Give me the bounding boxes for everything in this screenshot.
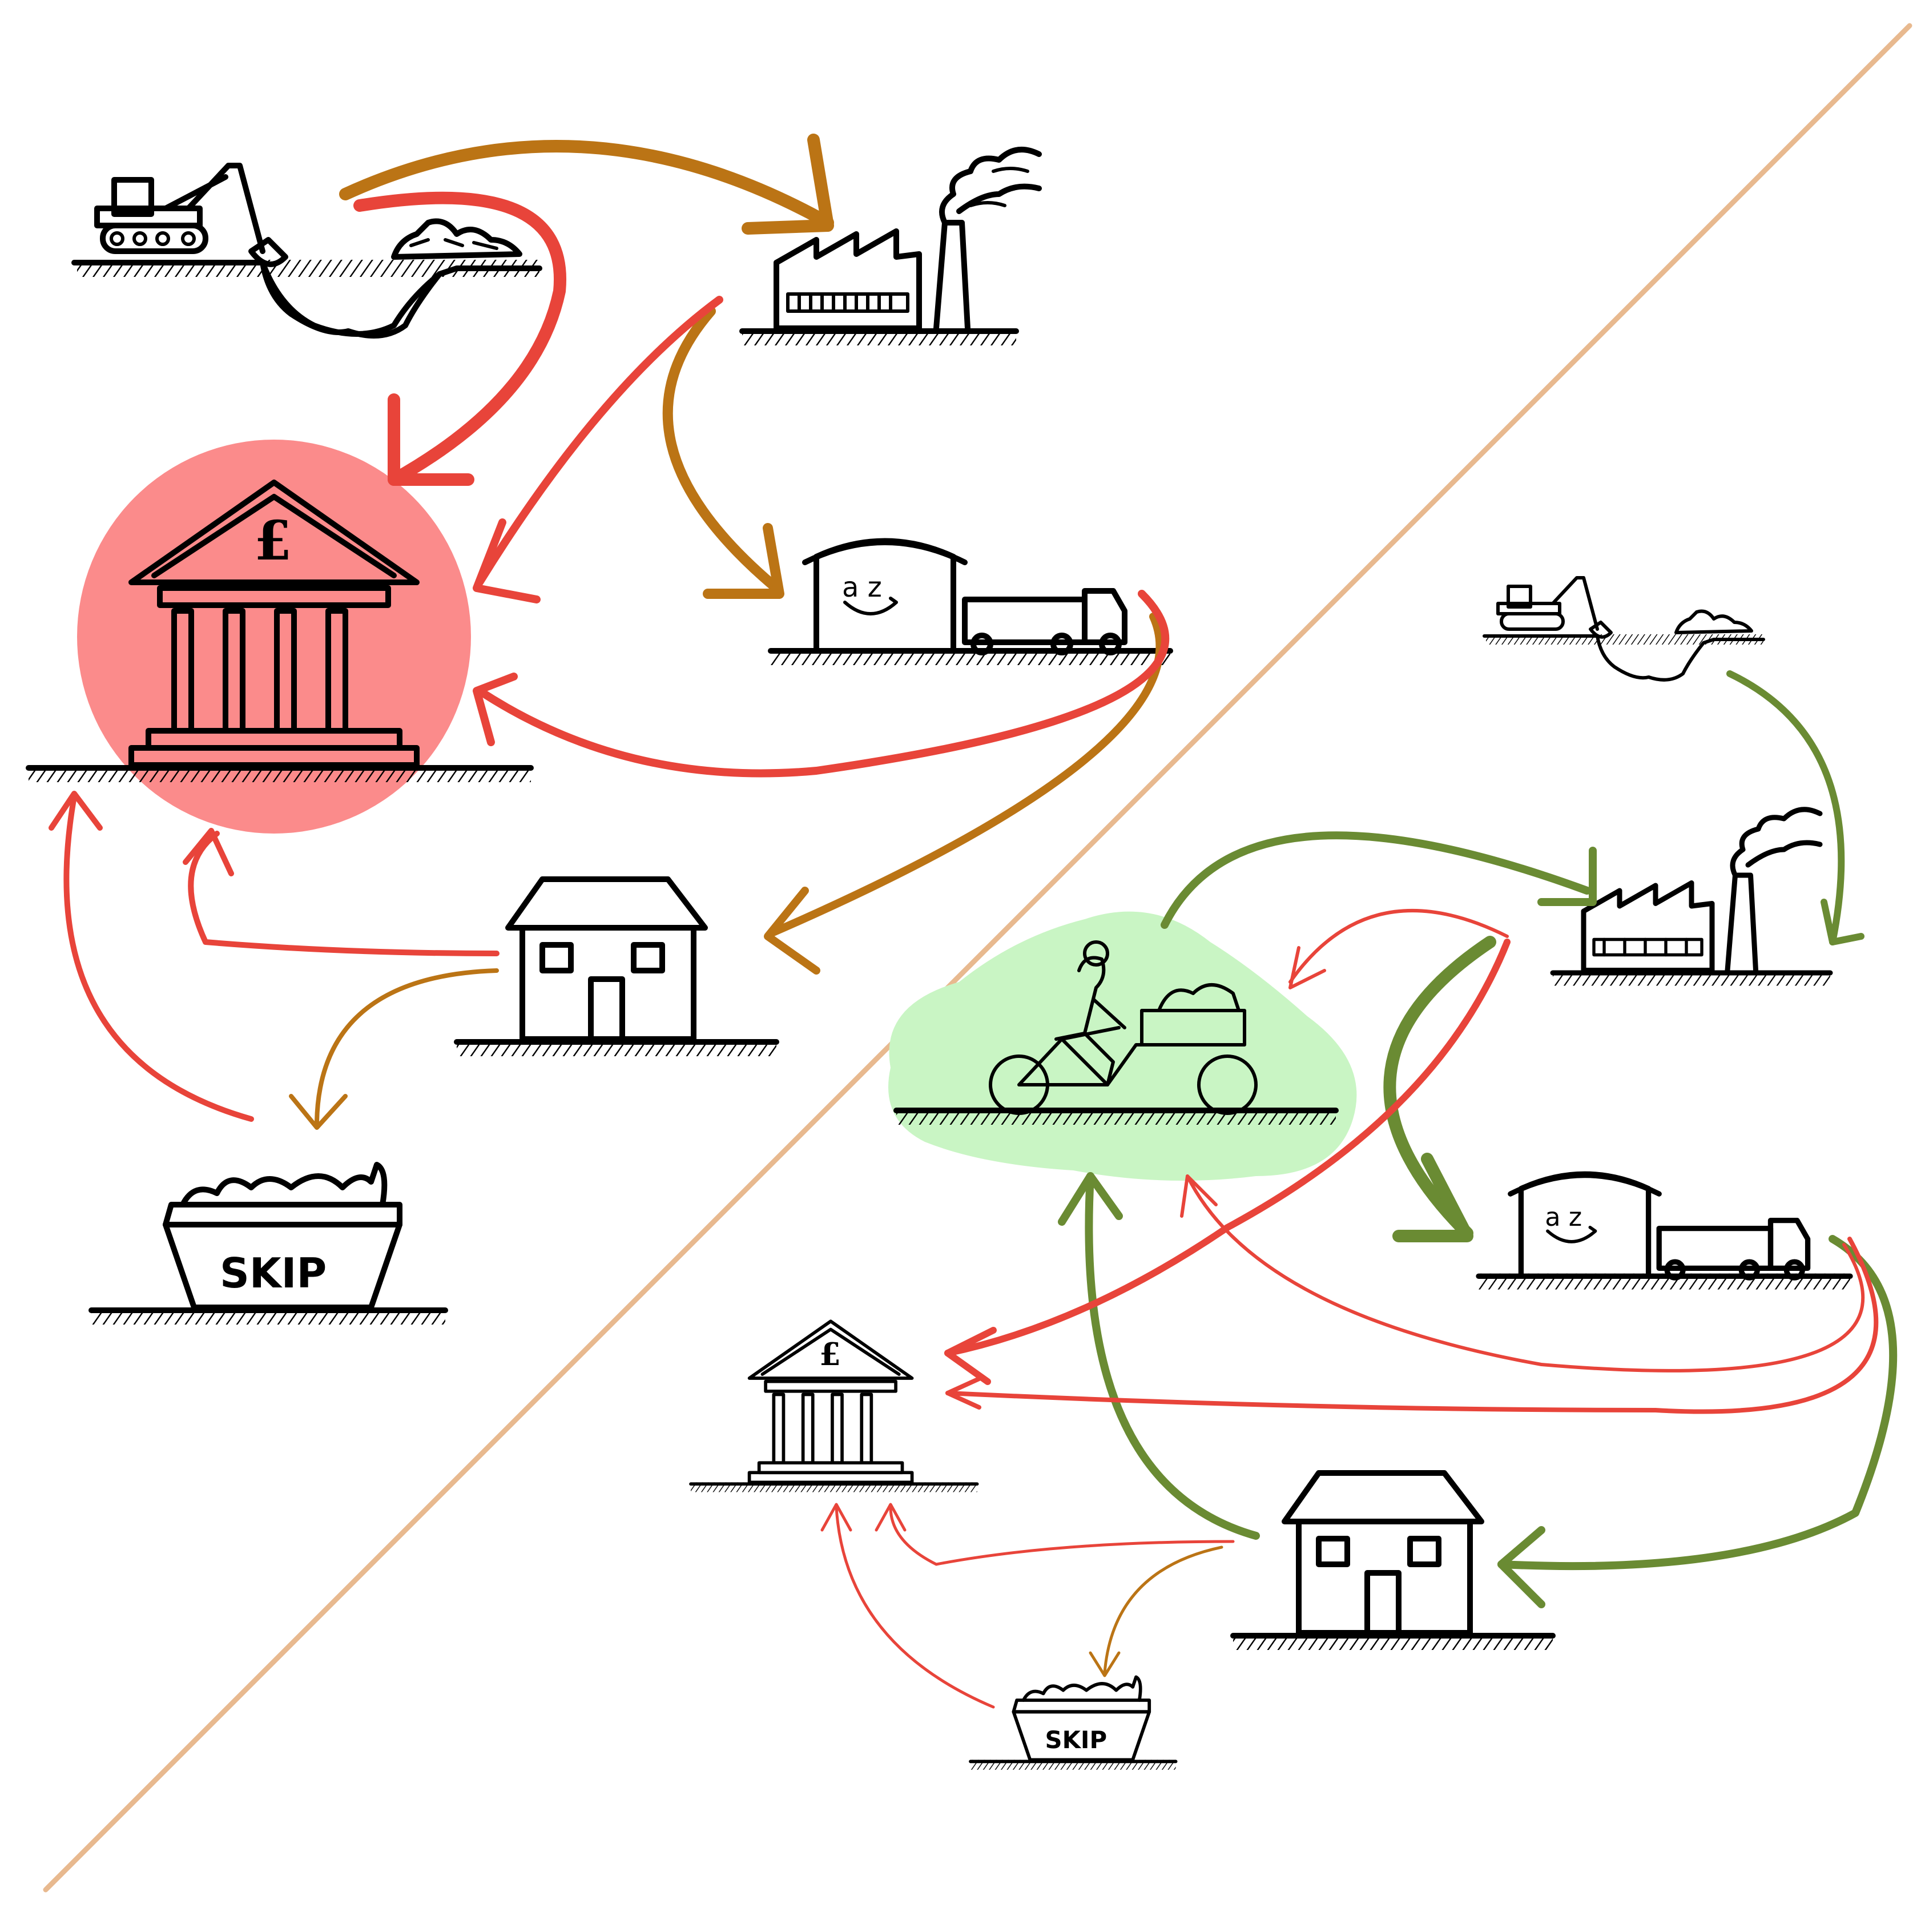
house-icon <box>1230 1470 1556 1650</box>
divider-line <box>43 23 1912 1893</box>
factory-icon <box>1550 807 1833 986</box>
cargo-bike-icon <box>893 940 1339 1125</box>
warehouse-truck-icon: a z <box>1476 1171 1853 1290</box>
warehouse-logo-left: a z <box>842 571 882 603</box>
skip-icon: SKIP <box>969 1675 1178 1770</box>
factory-icon <box>739 147 1042 345</box>
warehouse-truck-icon: a z <box>768 538 1173 665</box>
bank-pound-left: £ <box>254 509 292 573</box>
skip-label-right: SKIP <box>1045 1726 1108 1754</box>
warehouse-logo-right: a z <box>1545 1202 1582 1232</box>
bank-icon: £ <box>26 480 534 782</box>
right-material-flows <box>1058 670 1898 1608</box>
right-money-flows <box>820 909 1879 1709</box>
left-money-flows <box>49 191 1170 1122</box>
skip-label-left: SKIP <box>220 1249 327 1297</box>
skip-icon: SKIP <box>88 1162 448 1325</box>
bank-icon: £ <box>689 1319 979 1492</box>
right-material-flow-skip <box>1089 1545 1223 1677</box>
bank-pound-right: £ <box>819 1336 841 1372</box>
excavator-icon <box>1482 576 1766 682</box>
cargo-bike-highlight <box>888 911 1357 1181</box>
house-icon <box>454 876 779 1056</box>
excavator-icon <box>71 163 542 339</box>
